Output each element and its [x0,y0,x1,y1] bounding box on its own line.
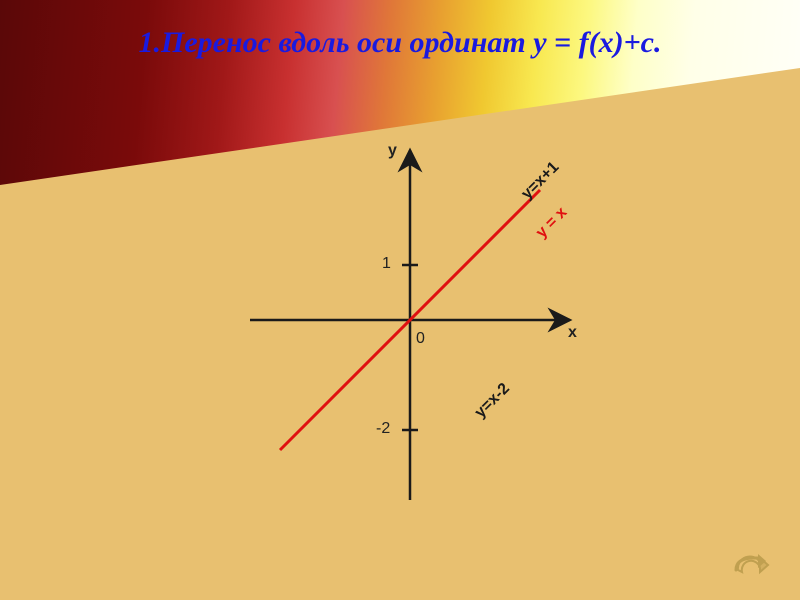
x-axis-label: x [568,324,577,342]
y-axis-label: y [388,142,397,160]
slide-title: 1.Перенос вдоль оси ординат y = f(x)+c. [0,26,800,60]
coordinate-chart: y x 1 -2 0 y = x y=x+1 y=x-2 [220,130,600,510]
back-arrow-icon [730,552,770,580]
tick-label-1: 1 [382,255,391,273]
back-button[interactable] [730,552,770,580]
tick-label-neg2: -2 [376,420,390,438]
slide: 1.Перенос вдоль оси ординат y = f(x)+c. [0,0,800,600]
origin-label: 0 [416,330,425,348]
